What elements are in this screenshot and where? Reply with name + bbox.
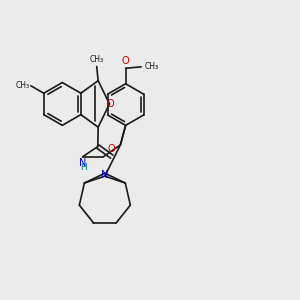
Text: O: O <box>122 56 129 66</box>
Text: H: H <box>80 164 86 172</box>
Text: O: O <box>108 144 116 154</box>
Text: CH₃: CH₃ <box>15 81 29 90</box>
Text: CH₃: CH₃ <box>145 62 159 71</box>
Text: N: N <box>80 158 87 168</box>
Text: CH₃: CH₃ <box>90 56 104 64</box>
Text: N: N <box>101 170 109 180</box>
Text: O: O <box>107 99 115 109</box>
